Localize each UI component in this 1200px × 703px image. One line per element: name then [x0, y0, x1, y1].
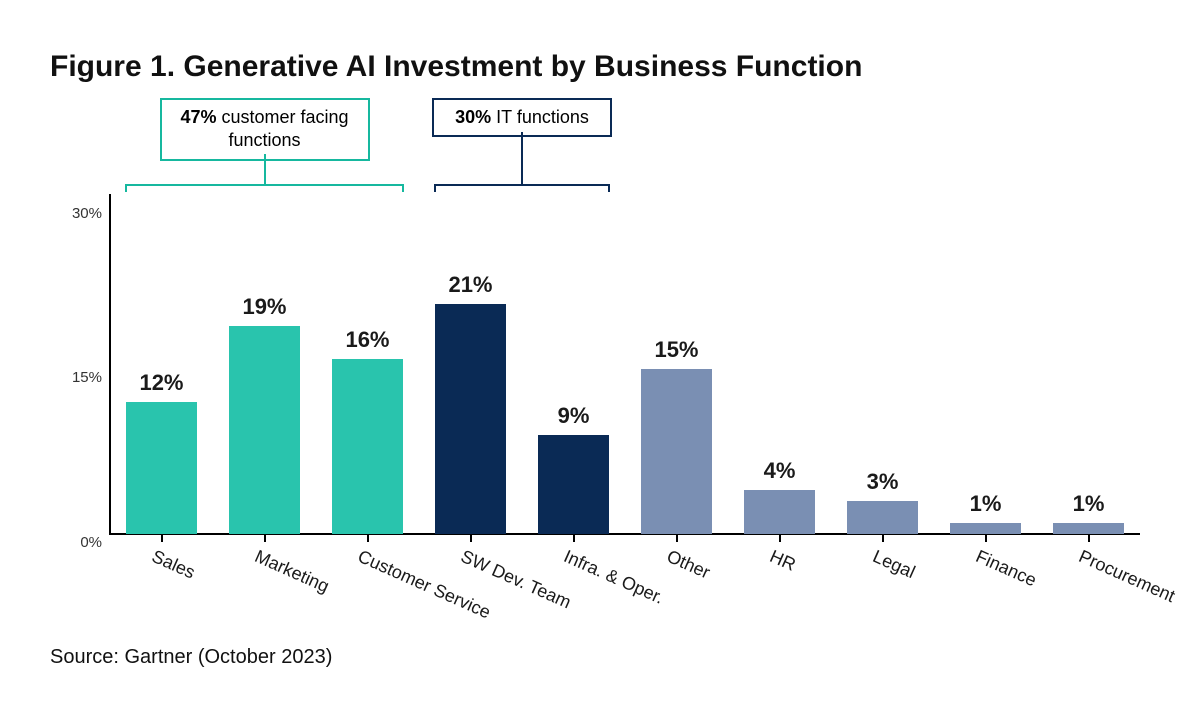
x-tick — [161, 534, 163, 542]
bar-slot: 21%SW Dev. Team — [435, 194, 505, 534]
callout-span-tick — [608, 184, 610, 192]
bar-slot: 4%HR — [744, 194, 814, 534]
bars-layer: 12%Sales 19%Marketing 16%Customer Service 2… — [110, 194, 1140, 534]
x-tick — [985, 534, 987, 542]
bar: 9% — [538, 435, 608, 534]
x-label: Infra. & Oper. — [561, 546, 667, 609]
bar: 3% — [847, 501, 917, 534]
figure-container: Figure 1. Generative AI Investment by Bu… — [0, 0, 1200, 703]
x-tick — [882, 534, 884, 542]
bar-value-label: 1% — [970, 491, 1002, 517]
bar-slot: 15%Other — [641, 194, 711, 534]
x-label: Finance — [973, 546, 1040, 591]
bar: 15% — [641, 369, 711, 534]
bar-slot: 1%Finance — [950, 194, 1020, 534]
bar-slot: 19%Marketing — [229, 194, 299, 534]
bar-value-label: 16% — [345, 327, 389, 353]
bar-slot: 1%Procurement — [1053, 194, 1123, 534]
x-label: Sales — [149, 546, 199, 584]
x-tick — [779, 534, 781, 542]
bar-value-label: 12% — [139, 370, 183, 396]
bar: 4% — [744, 490, 814, 534]
bar-value-label: 15% — [654, 337, 698, 363]
x-label: Procurement — [1076, 546, 1179, 607]
x-tick — [367, 534, 369, 542]
x-tick — [264, 534, 266, 542]
callout: 30% IT functions — [110, 98, 1140, 194]
callout-layer: 47% customer facing functions30% IT func… — [110, 98, 1140, 194]
bar: 19% — [229, 326, 299, 534]
callout-stem — [521, 132, 523, 184]
bar: 21% — [435, 304, 505, 534]
bar-value-label: 1% — [1073, 491, 1105, 517]
bar-value-label: 19% — [242, 294, 286, 320]
bar: 1% — [1053, 523, 1123, 534]
x-label: Other — [664, 546, 714, 584]
bar-slot: 9%Infra. & Oper. — [538, 194, 608, 534]
bar-value-label: 21% — [448, 272, 492, 298]
x-tick — [676, 534, 678, 542]
figure-title: Figure 1. Generative AI Investment by Bu… — [50, 50, 1150, 84]
bar: 16% — [332, 359, 402, 534]
bar-chart: 47% customer facing functions30% IT func… — [50, 98, 1150, 628]
x-tick — [470, 534, 472, 542]
x-label: Legal — [870, 546, 919, 583]
x-tick — [573, 534, 575, 542]
bar-value-label: 3% — [867, 469, 899, 495]
x-label: Marketing — [252, 546, 333, 597]
bar-slot: 16%Customer Service — [332, 194, 402, 534]
callout-span — [435, 184, 608, 186]
bar: 1% — [950, 523, 1020, 534]
x-label: HR — [767, 546, 799, 576]
x-tick — [1088, 534, 1090, 542]
bar-slot: 12%Sales — [126, 194, 196, 534]
source-text: Source: Gartner (October 2023) — [50, 646, 332, 669]
bar-value-label: 9% — [558, 403, 590, 429]
bar-value-label: 4% — [764, 458, 796, 484]
bar-slot: 3%Legal — [847, 194, 917, 534]
plot-area: 12%Sales 19%Marketing 16%Customer Service 2… — [110, 194, 1140, 534]
bar: 12% — [126, 402, 196, 534]
callout-span-tick — [434, 184, 436, 192]
